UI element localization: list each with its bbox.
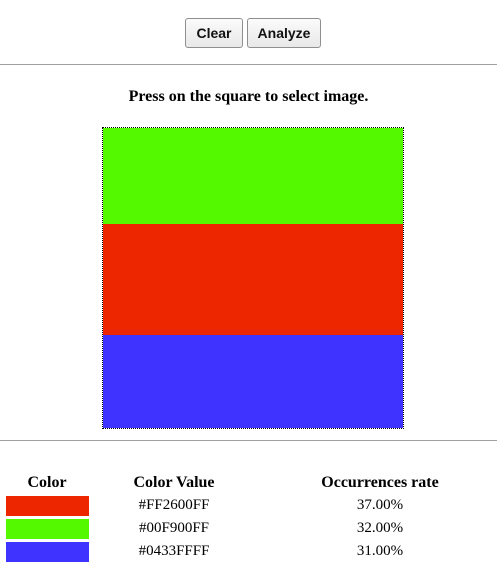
image-color-band [103,335,403,428]
image-color-band [103,128,403,224]
color-column-header: Color [27,474,67,491]
image-color-band [103,224,403,335]
table-row: #FF2600FF 37.00% [0,496,497,519]
occurrence-rate-cell: 31.00% [356,543,404,559]
clear-button[interactable]: Clear [185,18,243,48]
analyze-button[interactable]: Analyze [247,18,321,48]
color-value-cell: #00F900FF [138,520,210,536]
top-divider [0,64,497,65]
instruction-text: Press on the square to select image. [128,88,369,105]
occurrences-rate-column-header: Occurrences rate [321,474,439,491]
toolbar: Clear Analyze [0,0,497,64]
occurrence-rate-cell: 37.00% [356,497,404,513]
results-header: Color Color Value Occurrences rate [0,474,497,496]
color-swatch [6,542,89,562]
color-value-column-header: Color Value [133,474,215,491]
color-value-cell: #FF2600FF [138,497,210,513]
color-swatch [6,519,89,539]
table-row: #0433FFFF 31.00% [0,542,497,565]
color-value-cell: #0433FFFF [138,543,210,559]
color-swatch [6,496,89,516]
occurrence-rate-cell: 32.00% [356,520,404,536]
table-row: #00F900FF 32.00% [0,519,497,542]
image-select-square[interactable] [102,127,404,429]
bottom-divider [0,440,497,441]
results-table: Color Color Value Occurrences rate #FF26… [0,474,497,565]
